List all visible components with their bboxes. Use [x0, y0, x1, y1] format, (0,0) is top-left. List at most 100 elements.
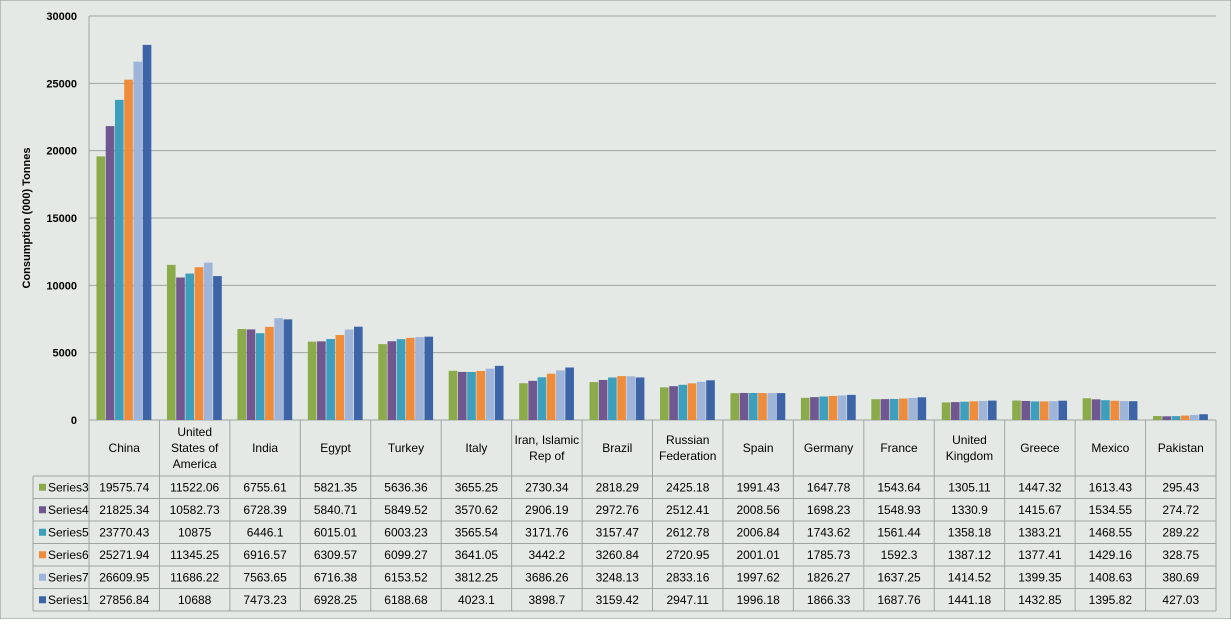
data-label: 1997.62: [736, 570, 780, 584]
legend-label: Series4: [48, 503, 89, 517]
bar-series3-9: [730, 393, 740, 420]
bar-series3-8: [660, 387, 669, 420]
data-label: 6153.52: [384, 570, 428, 584]
bar-series6-0: [124, 79, 133, 421]
bar-series6-4: [405, 337, 415, 420]
bar-series1-10: [847, 394, 856, 420]
data-table: China United States of America India Egypt Tur…: [32, 420, 1217, 612]
y-axis-label: Consumption (000) Tonnes: [21, 148, 33, 289]
category-label: Pakistan: [1158, 441, 1204, 455]
data-label: 1395.82: [1089, 593, 1133, 607]
bar-series6-5: [476, 370, 486, 420]
data-label: 3159.42: [596, 593, 640, 607]
data-label: 6716.38: [314, 570, 358, 584]
data-label: 2972.76: [596, 503, 640, 517]
category-label: Rep of: [529, 449, 565, 463]
bar-series4-11: [880, 399, 890, 420]
data-label: 1548.93: [877, 503, 921, 517]
bar-series1-5: [494, 365, 504, 420]
bar-series1-2: [283, 319, 293, 420]
bar-series5-4: [396, 339, 406, 420]
bar-layer: [96, 44, 1208, 421]
data-label: 26609.95: [99, 570, 149, 584]
data-label: 4023.1: [458, 593, 495, 607]
bar-series4-0: [105, 126, 115, 420]
data-label: 380.69: [1162, 570, 1199, 584]
category-label: Kingdom: [946, 449, 993, 463]
category-label: Turkey: [388, 441, 424, 455]
data-label: 6015.01: [314, 525, 358, 539]
data-label: 1414.52: [948, 570, 992, 584]
bar-series5-10: [819, 396, 828, 420]
data-label: 3260.84: [596, 548, 640, 562]
legend-key-series7: [39, 573, 46, 581]
data-label: 6728.39: [243, 503, 287, 517]
bar-series7-13: [1049, 401, 1058, 420]
y-tick-label: 5000: [53, 348, 77, 360]
legend-key-series1: [39, 596, 46, 604]
data-label: 1592.3: [881, 548, 918, 562]
category-label: Egypt: [320, 441, 351, 455]
data-label: 2720.95: [666, 548, 710, 562]
bar-series1-12: [987, 400, 997, 420]
bar-series5-12: [960, 401, 969, 420]
bar-series4-9: [739, 392, 749, 420]
data-label: 6099.27: [384, 548, 428, 562]
bar-series1-0: [142, 44, 152, 421]
category-label: China: [109, 441, 141, 455]
bar-series4-10: [810, 397, 819, 420]
data-label: 2006.84: [736, 525, 780, 539]
category-label: Iran, Islamic: [515, 433, 580, 447]
data-label: 7563.65: [243, 570, 287, 584]
category-label: India: [252, 441, 278, 455]
bar-series4-13: [1021, 400, 1031, 420]
data-label: 1432.85: [1018, 593, 1062, 607]
data-label: 1647.78: [807, 480, 851, 494]
bar-series3-15: [1153, 416, 1162, 420]
bar-series7-7: [626, 376, 636, 420]
bar-series5-8: [678, 384, 688, 420]
data-label: 2512.41: [666, 503, 710, 517]
data-label: 1561.44: [877, 525, 921, 539]
data-label: 1996.18: [736, 593, 780, 607]
y-tick-label: 0: [71, 415, 77, 427]
bar-series1-3: [354, 326, 363, 420]
data-label: 3442.2: [528, 548, 565, 562]
bar-series7-8: [696, 381, 706, 420]
bar-series5-1: [185, 273, 195, 420]
bar-series1-1: [213, 276, 222, 420]
bar-series1-14: [1128, 401, 1138, 420]
bar-series4-14: [1091, 399, 1101, 420]
data-label: 1991.43: [736, 480, 780, 494]
y-tick-label: 25000: [46, 78, 77, 90]
bar-series3-13: [1012, 400, 1021, 420]
legend-label: Series3: [48, 480, 89, 494]
bar-series7-10: [837, 395, 847, 420]
bar-series3-2: [237, 329, 247, 420]
data-label: 19575.74: [99, 480, 149, 494]
data-label: 5849.52: [384, 503, 428, 517]
data-label: 2818.29: [596, 480, 640, 494]
y-tick-label: 30000: [46, 11, 77, 23]
bar-series7-5: [485, 368, 495, 420]
bar-series3-12: [941, 402, 951, 420]
bar-series1-9: [776, 393, 786, 420]
bar-series6-15: [1180, 415, 1190, 420]
legend-key-series4: [39, 506, 46, 514]
data-label: 11686.22: [170, 570, 219, 584]
data-label: 274.72: [1162, 503, 1199, 517]
bar-series4-4: [387, 341, 397, 420]
data-label: 328.75: [1162, 548, 1199, 562]
bar-series5-14: [1101, 400, 1110, 420]
data-label: 2947.11: [666, 593, 709, 607]
axes: 0 5000 10000 15000 20000 25000 30000: [46, 11, 90, 476]
bar-series1-8: [706, 380, 715, 420]
bar-series4-6: [528, 380, 537, 420]
bar-series1-6: [565, 367, 574, 420]
data-label: 6309.57: [314, 548, 358, 562]
data-label: 25271.94: [99, 548, 149, 562]
category-label: Brazil: [602, 441, 632, 455]
category-label: Russian: [666, 433, 709, 447]
category-label: States of: [171, 441, 219, 455]
